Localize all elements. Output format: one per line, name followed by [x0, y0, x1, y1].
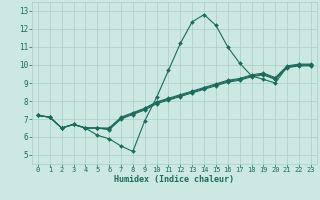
- X-axis label: Humidex (Indice chaleur): Humidex (Indice chaleur): [115, 175, 234, 184]
